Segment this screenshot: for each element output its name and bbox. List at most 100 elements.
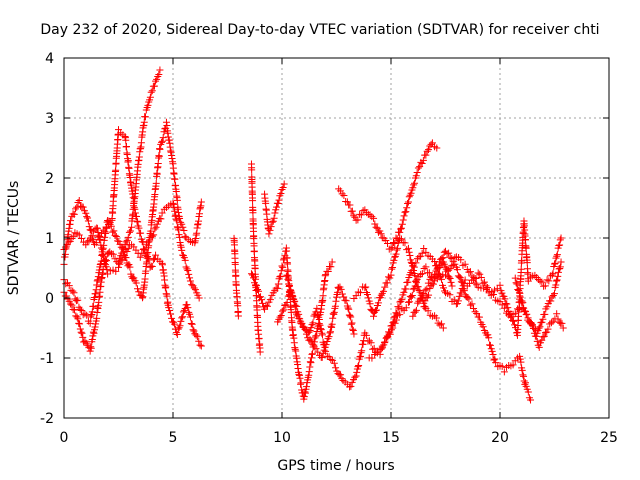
data-point bbox=[387, 245, 395, 253]
data-point bbox=[404, 200, 412, 208]
data-point bbox=[442, 271, 449, 279]
data-point bbox=[306, 358, 314, 366]
data-point bbox=[356, 352, 364, 360]
data-point bbox=[111, 231, 119, 239]
data-point bbox=[69, 210, 77, 218]
data-point bbox=[455, 292, 463, 300]
data-point bbox=[234, 312, 242, 320]
data-point bbox=[327, 328, 335, 336]
data-point bbox=[410, 263, 418, 271]
data-point bbox=[418, 160, 426, 168]
data-point bbox=[170, 204, 178, 212]
data-point bbox=[383, 279, 391, 287]
data-point bbox=[432, 267, 440, 275]
data-point bbox=[73, 313, 81, 321]
data-point bbox=[392, 309, 400, 317]
data-point bbox=[93, 281, 101, 289]
data-point bbox=[407, 293, 415, 301]
data-point bbox=[406, 251, 414, 259]
data-point bbox=[458, 278, 466, 286]
data-point bbox=[134, 218, 142, 226]
data-point bbox=[115, 263, 122, 271]
data-point bbox=[100, 256, 108, 264]
data-point bbox=[527, 396, 535, 404]
data-point bbox=[553, 252, 561, 260]
data-point bbox=[169, 199, 177, 207]
data-point bbox=[70, 306, 78, 314]
data-point bbox=[278, 262, 286, 270]
data-point bbox=[303, 383, 311, 391]
data-point bbox=[527, 320, 535, 328]
data-point bbox=[347, 313, 355, 321]
data-point bbox=[380, 341, 388, 349]
data-point bbox=[318, 331, 326, 339]
data-point bbox=[480, 278, 488, 286]
data-point bbox=[415, 286, 423, 294]
data-point bbox=[371, 220, 379, 228]
data-point bbox=[308, 321, 316, 329]
data-point bbox=[359, 340, 367, 348]
data-point bbox=[184, 266, 192, 274]
data-point bbox=[518, 297, 526, 305]
data-point bbox=[132, 212, 140, 220]
data-point bbox=[348, 207, 356, 215]
data-point bbox=[448, 254, 456, 262]
data-point bbox=[277, 189, 285, 197]
data-point bbox=[75, 319, 83, 327]
data-point bbox=[392, 250, 400, 258]
data-point bbox=[440, 260, 448, 268]
data-point bbox=[105, 249, 113, 257]
data-point bbox=[136, 253, 144, 261]
data-point bbox=[122, 142, 130, 150]
data-point bbox=[374, 299, 382, 307]
data-point bbox=[262, 301, 270, 309]
data-point bbox=[405, 298, 413, 306]
data-point bbox=[186, 313, 194, 321]
data-point bbox=[434, 263, 442, 271]
data-point bbox=[417, 270, 425, 278]
data-point bbox=[403, 204, 411, 212]
data-point bbox=[179, 313, 187, 321]
data-point bbox=[434, 264, 442, 272]
data-point bbox=[429, 280, 437, 288]
data-point bbox=[263, 302, 271, 310]
data-point bbox=[543, 328, 551, 336]
data-point bbox=[173, 196, 181, 204]
data-point bbox=[69, 232, 77, 240]
data-point bbox=[87, 344, 95, 352]
data-point bbox=[350, 330, 358, 338]
data-point bbox=[384, 240, 392, 248]
data-point bbox=[186, 277, 194, 285]
data-point bbox=[73, 203, 81, 211]
data-point bbox=[408, 292, 416, 300]
data-point bbox=[397, 224, 405, 232]
data-point bbox=[358, 347, 366, 355]
data-point bbox=[68, 301, 76, 309]
data-point bbox=[558, 319, 566, 327]
data-point bbox=[492, 359, 500, 367]
data-point bbox=[150, 82, 158, 90]
data-point bbox=[390, 314, 398, 322]
data-point bbox=[404, 298, 412, 306]
data-point bbox=[338, 375, 346, 383]
data-point bbox=[87, 343, 95, 351]
data-point bbox=[112, 267, 120, 275]
data-point bbox=[422, 263, 430, 271]
data-point bbox=[393, 309, 401, 317]
data-point bbox=[411, 272, 419, 280]
data-point bbox=[433, 144, 441, 152]
data-point bbox=[137, 229, 145, 237]
data-point bbox=[307, 354, 315, 362]
data-point bbox=[398, 220, 406, 228]
data-point bbox=[340, 191, 348, 199]
data-point bbox=[394, 244, 402, 252]
data-point bbox=[524, 277, 532, 285]
data-point bbox=[425, 269, 433, 277]
data-point bbox=[123, 236, 131, 244]
data-point bbox=[74, 315, 82, 323]
data-point bbox=[361, 284, 369, 292]
data-point bbox=[409, 312, 417, 320]
data-point bbox=[75, 231, 83, 239]
data-point bbox=[293, 302, 301, 310]
data-point bbox=[320, 340, 328, 348]
